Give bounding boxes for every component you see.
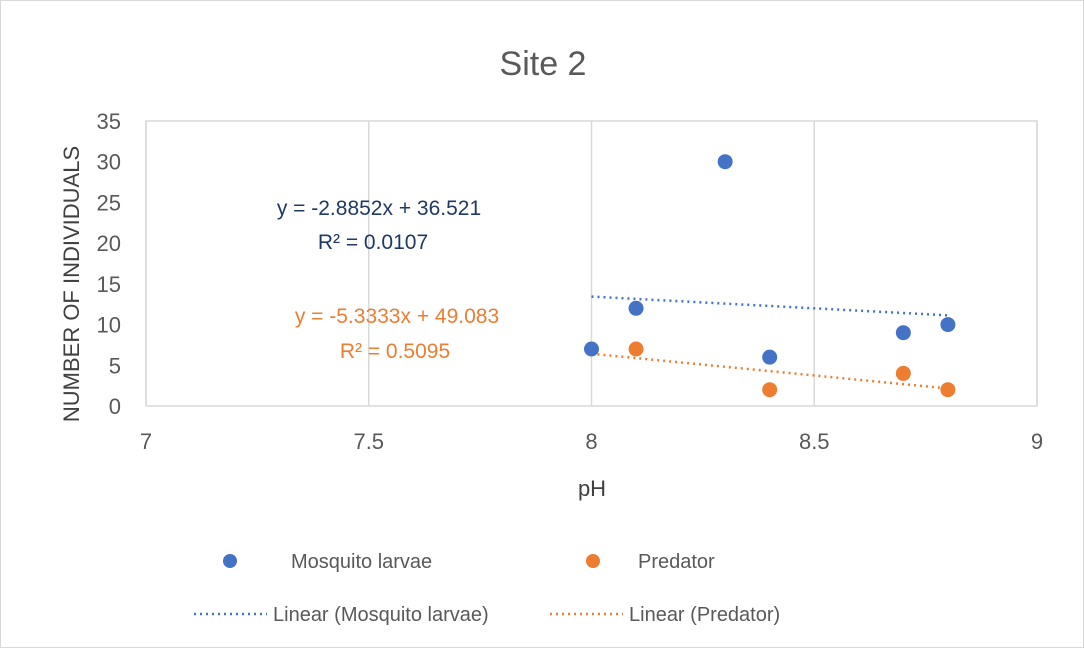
legend-label-mosquito: Mosquito larvae: [291, 551, 432, 573]
mosquito-trendline: [591, 295, 948, 317]
predator-data-point: [762, 382, 778, 398]
mosquito-data-point: [895, 325, 911, 341]
predator-trend-r2: R² = 0.5095: [340, 340, 450, 363]
predator-data-point: [940, 382, 956, 398]
mosquito-data-point: [584, 341, 599, 357]
plot-border: [145, 120, 1038, 407]
predator-trend-equation: y = -5.3333x + 49.083: [295, 305, 499, 328]
y-tick-label: 25: [97, 190, 121, 215]
legend-marker-predator: [586, 554, 600, 568]
data-points: [584, 154, 956, 398]
legend: Mosquito larvae Predator Linear (Mosquit…: [194, 551, 780, 626]
y-tick-label: 35: [97, 109, 121, 134]
x-tick-label: 8.5: [799, 429, 830, 454]
y-tick-label: 30: [97, 150, 121, 175]
mosquito-trend-r2: R² = 0.0107: [318, 231, 428, 254]
x-tick-labels: 7 7.5 8 8.5 9: [140, 429, 1043, 454]
legend-label-mosquito-trend: Linear (Mosquito larvae): [273, 604, 489, 626]
mosquito-data-point: [717, 154, 733, 170]
x-tick-label: 7: [140, 429, 152, 454]
mosquito-trend-equation: y = -2.8852x + 36.521: [277, 197, 481, 220]
chart-title: Site 2: [500, 45, 587, 83]
mosquito-data-point: [762, 349, 778, 365]
y-tick-label: 20: [97, 231, 121, 256]
y-axis-label: NUMBER OF INDIVIDUALS: [59, 146, 84, 422]
y-tick-labels: 0 5 10 15 20 25 30 35: [97, 109, 121, 419]
y-tick-label: 10: [97, 313, 121, 338]
x-tick-label: 9: [1031, 429, 1043, 454]
x-axis-label: pH: [578, 476, 606, 501]
predator-data-point: [628, 341, 644, 357]
x-tick-label: 7.5: [353, 429, 384, 454]
legend-label-predator: Predator: [638, 551, 715, 573]
legend-label-predator-trend: Linear (Predator): [629, 604, 780, 626]
gridlines: [145, 121, 1038, 406]
y-tick-label: 5: [109, 353, 121, 378]
trendlines: [591, 295, 949, 390]
mosquito-data-point: [940, 317, 956, 333]
y-tick-label: 0: [109, 394, 121, 419]
legend-marker-mosquito: [223, 554, 237, 568]
y-tick-label: 15: [97, 272, 121, 297]
mosquito-data-point: [628, 300, 644, 316]
predator-data-point: [895, 365, 911, 381]
axes: [145, 120, 1038, 407]
x-tick-label: 8: [585, 429, 597, 454]
